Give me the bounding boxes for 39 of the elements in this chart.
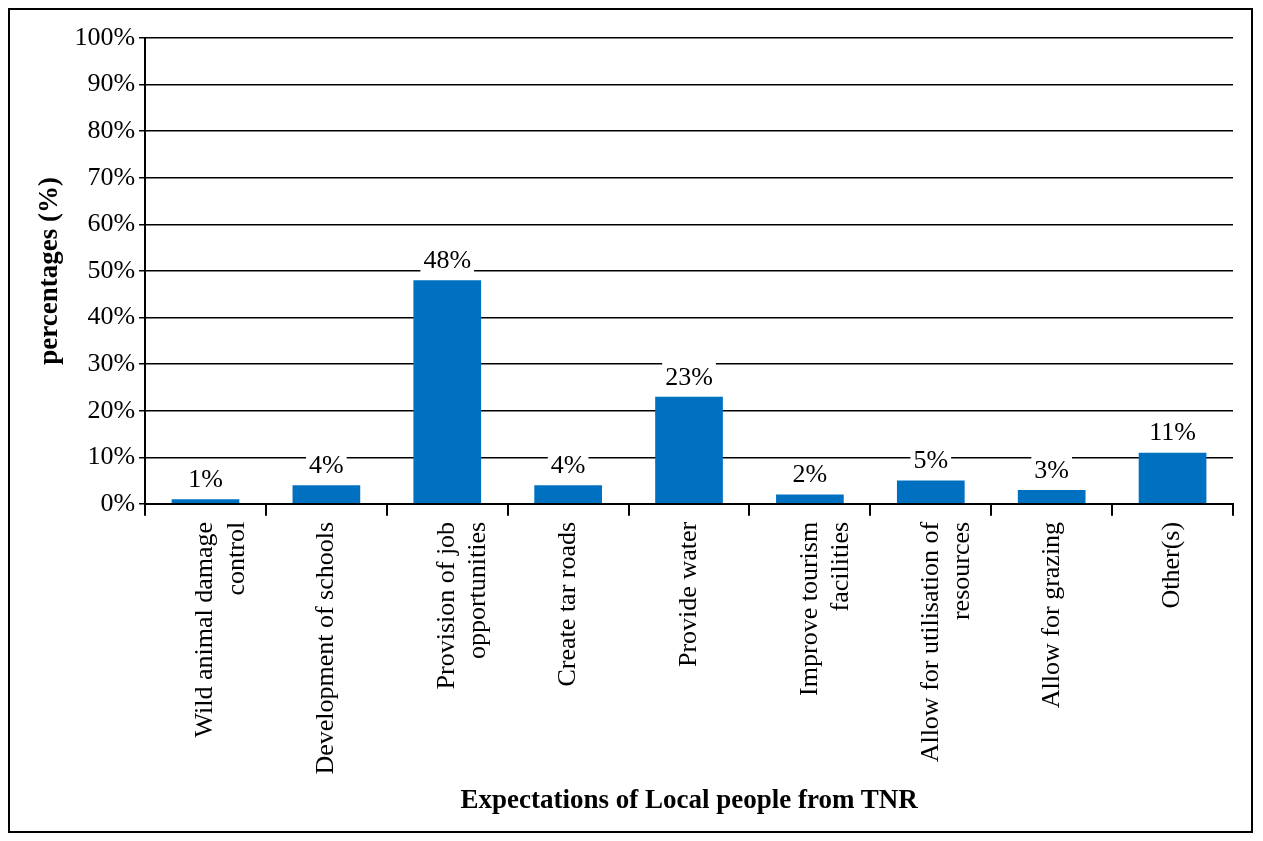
bar — [171, 499, 240, 504]
bar — [292, 485, 361, 504]
y-tick-label: 30% — [87, 347, 136, 377]
data-label: 11% — [1149, 417, 1196, 447]
x-tick-label: Improve tourism facilities — [793, 521, 854, 696]
x-tick-label: Wild animal damage control — [189, 521, 250, 738]
x-tick-label: Provide water — [672, 521, 702, 667]
data-label: 1% — [188, 464, 223, 494]
bar — [534, 485, 602, 504]
y-axis-title: percentages (%) — [33, 177, 64, 365]
data-label: 48% — [423, 245, 472, 275]
data-label: 2% — [792, 459, 828, 489]
bar — [896, 480, 965, 504]
x-tick-label: Other(s) — [1156, 521, 1186, 609]
data-label: 23% — [665, 361, 713, 391]
data-label: 5% — [913, 445, 949, 475]
y-tick-label: 100% — [74, 21, 136, 51]
x-axis-title: Expectations of Local people from TNR — [460, 783, 919, 814]
bar — [655, 396, 723, 504]
y-tick-label: 20% — [87, 394, 136, 424]
y-tick-label: 0% — [100, 487, 136, 517]
y-tick-label: 80% — [87, 115, 136, 144]
x-tick-label: Allow for grazing — [1035, 521, 1065, 709]
bar — [776, 494, 844, 504]
data-label: 4% — [309, 450, 344, 480]
y-tick-label: 60% — [87, 208, 136, 238]
y-tick-label: 70% — [87, 161, 136, 191]
y-tick-label: 10% — [87, 441, 136, 471]
y-tick-label: 50% — [87, 254, 136, 284]
bar — [413, 280, 482, 504]
data-label: 4% — [550, 450, 586, 480]
x-tick-label: Development of schools — [310, 521, 340, 775]
x-tick-label: Provision of job opportunities — [431, 521, 492, 690]
y-tick-label: 40% — [87, 301, 136, 331]
y-tick-label: 90% — [87, 68, 136, 98]
bar — [1017, 489, 1086, 504]
data-label: 3% — [1034, 454, 1070, 484]
x-tick-label: Create tar roads — [551, 521, 581, 687]
bar — [1138, 452, 1207, 504]
